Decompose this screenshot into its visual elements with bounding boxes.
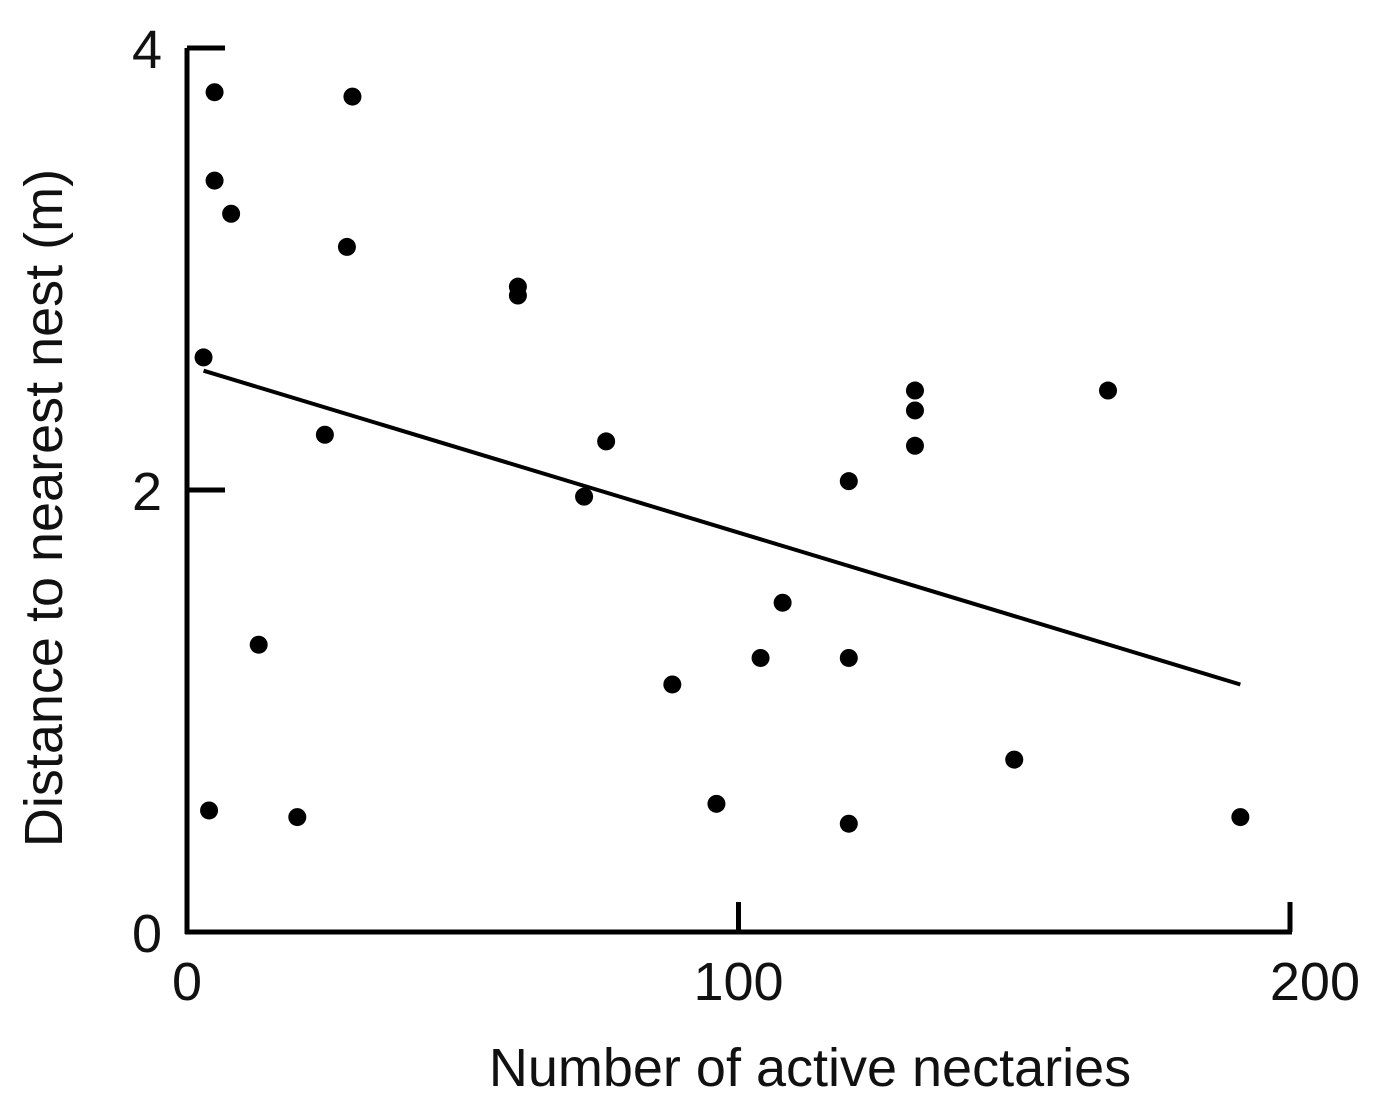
data-point-1 [206, 83, 224, 101]
data-point-27 [1231, 808, 1249, 826]
x-axis-title: Number of active nectaries [489, 1038, 1131, 1098]
data-point-8 [316, 426, 334, 444]
data-point-21 [840, 815, 858, 833]
x-tick-label-100: 100 [693, 952, 783, 1012]
data-point-7 [288, 808, 306, 826]
data-point-2 [206, 172, 224, 190]
data-point-17 [752, 649, 770, 667]
data-point-9 [338, 238, 356, 256]
data-point-22 [906, 382, 924, 400]
data-point-16 [707, 795, 725, 813]
data-point-26 [1099, 382, 1117, 400]
data-point-24 [906, 437, 924, 455]
tick-labels: 0 2 4 0 100 200 [132, 20, 1360, 1012]
y-tick-label-4: 4 [132, 20, 162, 80]
data-point-13 [575, 488, 593, 506]
data-point-5 [200, 801, 218, 819]
data-point-20 [840, 649, 858, 667]
tick-marks [187, 48, 1290, 932]
data-point-12 [509, 278, 527, 296]
data-point-23 [906, 401, 924, 419]
data-points [195, 83, 1250, 833]
data-point-25 [1005, 751, 1023, 769]
data-point-6 [250, 636, 268, 654]
y-tick-label-2: 2 [132, 462, 162, 522]
data-point-4 [195, 348, 213, 366]
data-point-19 [840, 472, 858, 490]
y-tick-label-0: 0 [132, 904, 162, 964]
data-point-18 [774, 594, 792, 612]
trend-line [204, 371, 1241, 685]
data-point-3 [222, 205, 240, 223]
x-tick-label-0: 0 [172, 952, 202, 1012]
x-tick-label-200: 200 [1270, 952, 1360, 1012]
data-point-10 [343, 88, 361, 106]
y-axis-title: Distance to nearest nest (m) [14, 169, 74, 847]
data-point-15 [663, 675, 681, 693]
data-point-14 [597, 432, 615, 450]
